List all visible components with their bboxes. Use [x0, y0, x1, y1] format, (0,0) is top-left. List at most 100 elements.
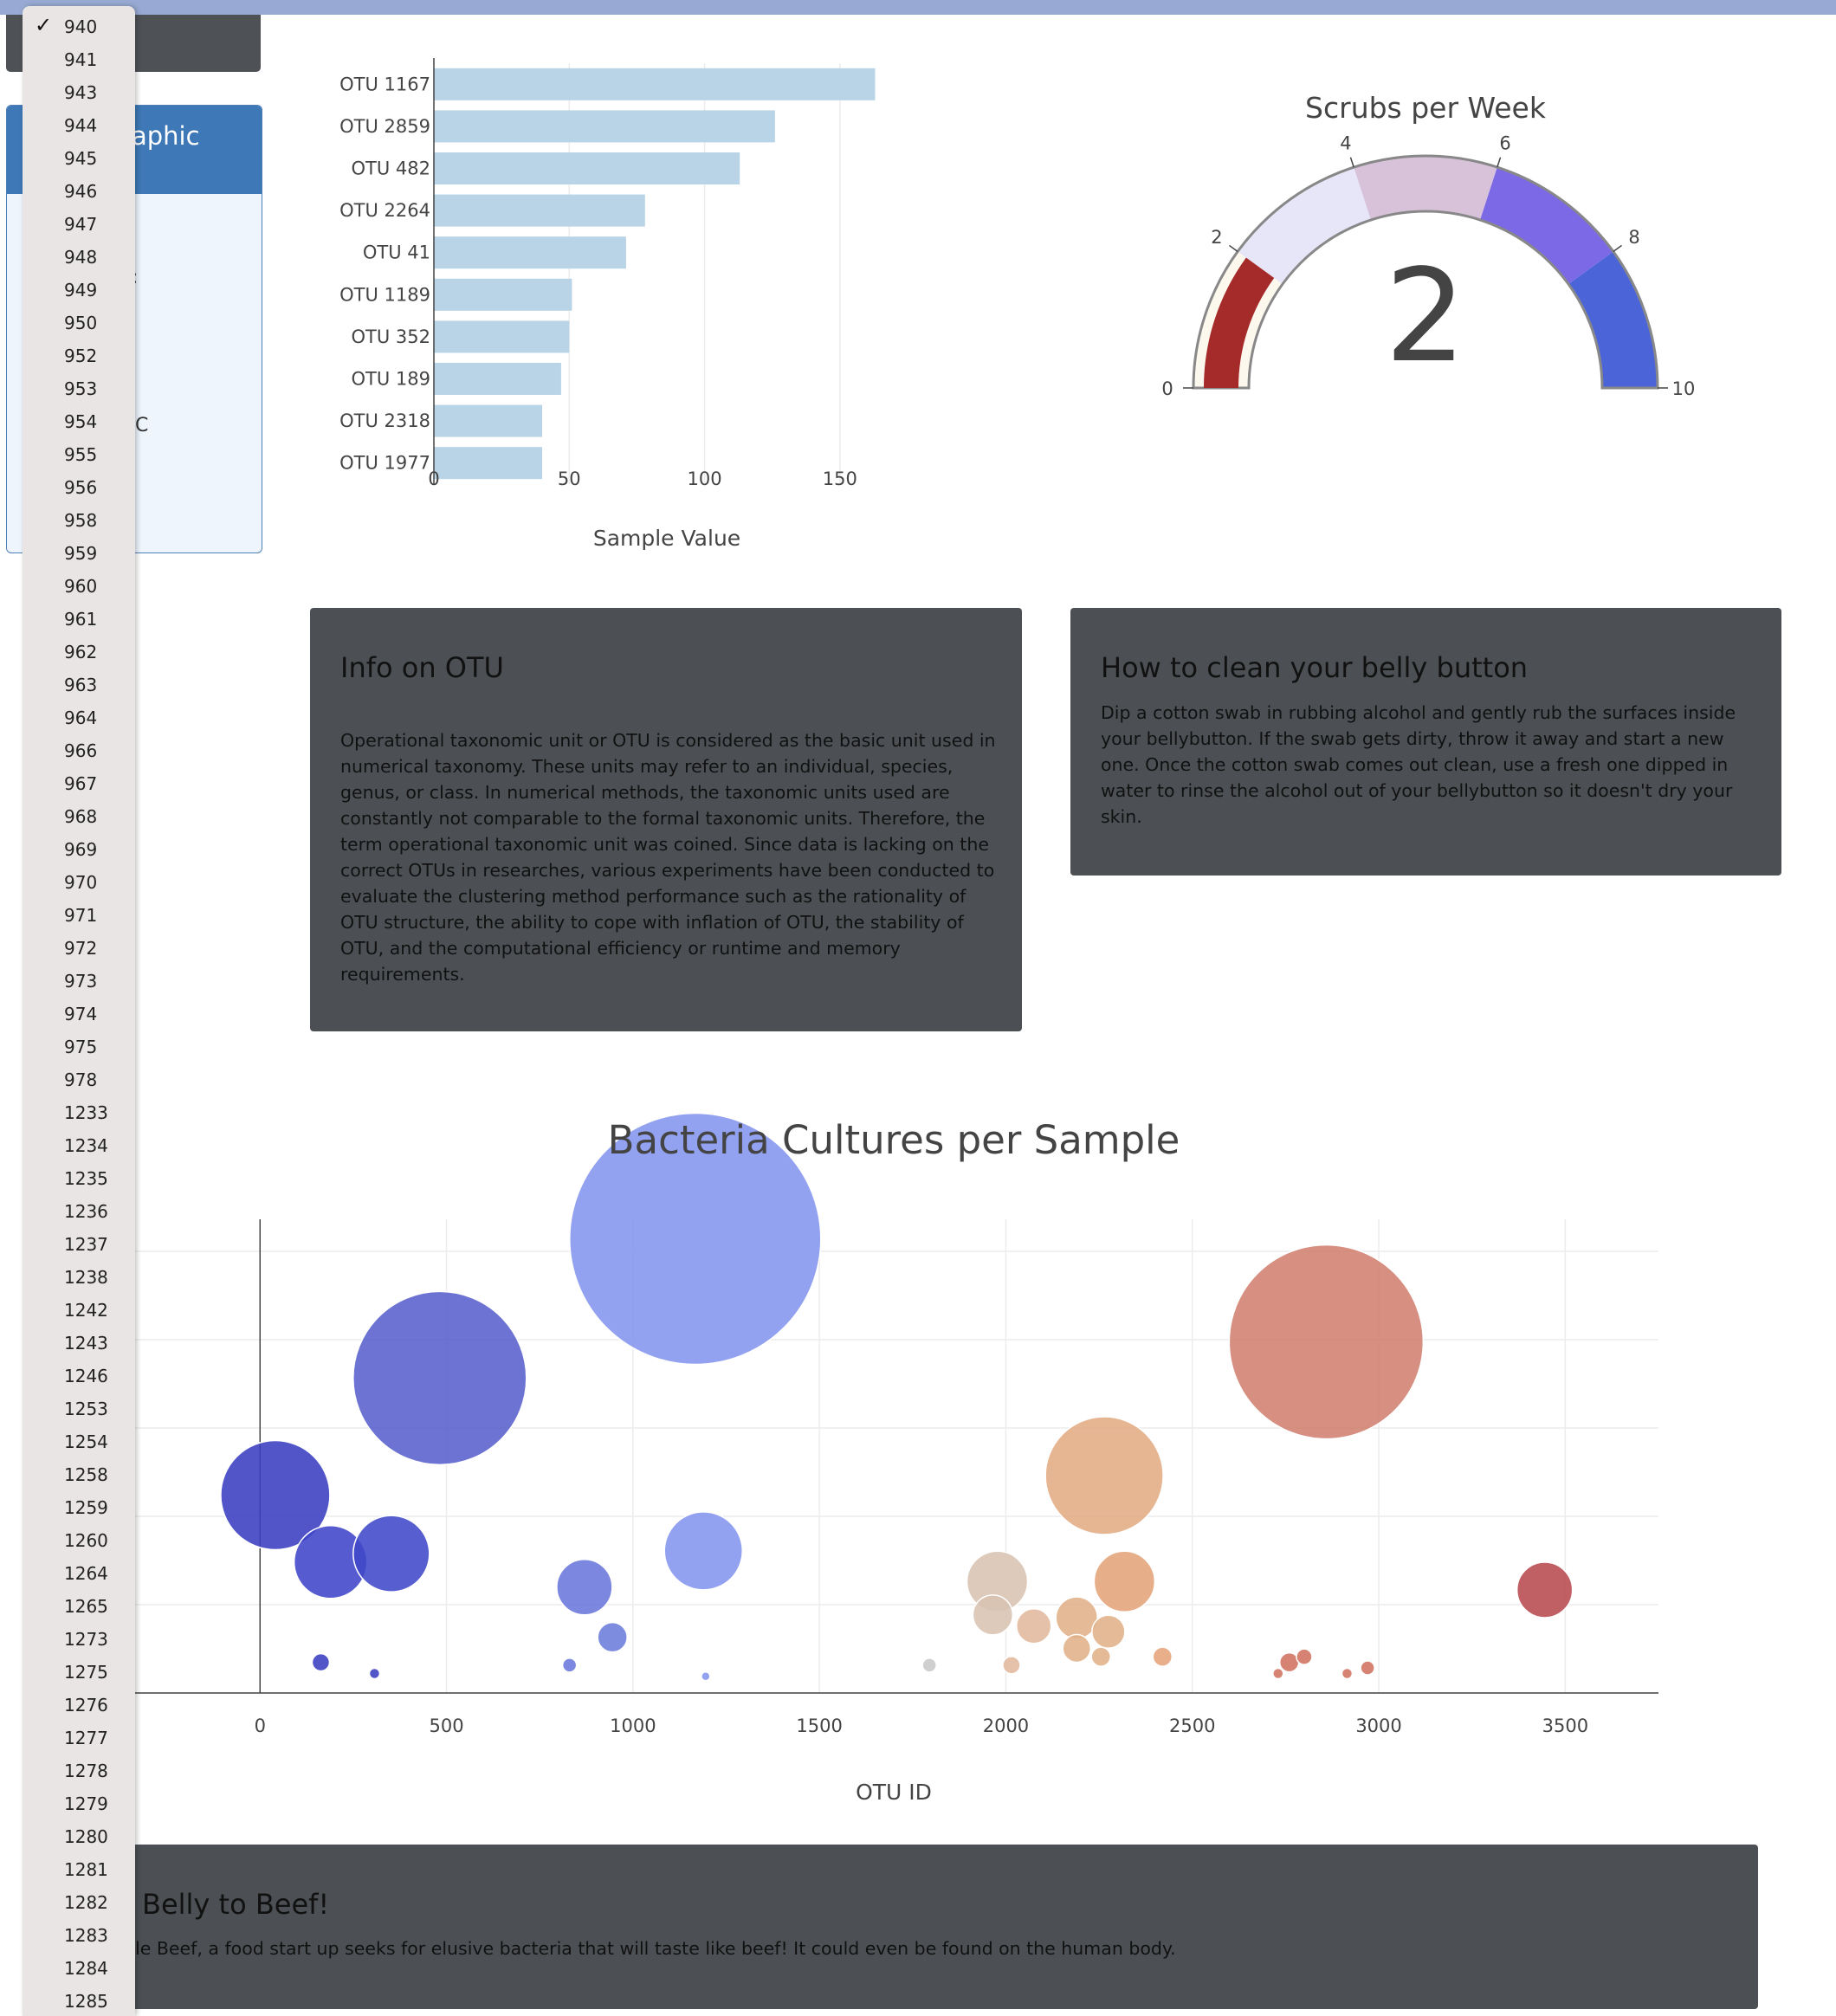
dropdown-option[interactable]: 955 [64, 444, 98, 465]
dropdown-option[interactable]: 946 [64, 181, 98, 202]
bar-category-label: OTU 2264 [339, 200, 430, 221]
dropdown-option[interactable]: 1285 [64, 1991, 108, 2012]
dropdown-option[interactable]: 1275 [64, 1662, 108, 1683]
bubble [701, 1670, 711, 1682]
dropdown-option[interactable]: 944 [64, 115, 98, 136]
dropdown-option[interactable]: 1246 [64, 1366, 108, 1386]
gauge-tick-label: 4 [1340, 133, 1351, 154]
dropdown-option[interactable]: 961 [64, 609, 98, 630]
dropdown-option[interactable]: 945 [64, 148, 98, 169]
dropdown-option[interactable]: 971 [64, 905, 98, 926]
dropdown-option[interactable]: 956 [64, 477, 98, 498]
dropdown-option[interactable]: 960 [64, 576, 98, 597]
dropdown-option[interactable]: 968 [64, 806, 98, 827]
dropdown-option[interactable]: 1242 [64, 1300, 108, 1321]
bubble-x-tick-label: 3000 [1355, 1716, 1401, 1736]
dropdown-option[interactable]: 948 [64, 247, 98, 268]
bar-x-tick-label: 0 [428, 468, 439, 489]
dropdown-option[interactable]: 1281 [64, 1859, 108, 1880]
dropdown-option[interactable]: 1253 [64, 1399, 108, 1419]
dropdown-option[interactable]: 1237 [64, 1234, 108, 1255]
bar [434, 404, 543, 437]
bacteria-bubble-chart: 0 500 1000 1500 2000 2500 3000 3500 Bacteria Cul… [135, 1112, 1658, 1805]
sample-dropdown-list[interactable]: 940 ✓ 941 943 944 945 946 947 948 949 950 952 953 954… [23, 6, 135, 2016]
gauge-title: Scrubs per Week [1305, 91, 1547, 125]
dropdown-option[interactable]: 1277 [64, 1728, 108, 1748]
bubble [561, 1657, 578, 1673]
gauge-tick-label: 2 [1211, 227, 1222, 248]
dropdown-option[interactable]: 1260 [64, 1530, 108, 1551]
dropdown-option[interactable]: 973 [64, 971, 98, 992]
dropdown-option[interactable]: 1282 [64, 1892, 108, 1913]
bubble [663, 1511, 743, 1591]
bubble [1272, 1667, 1284, 1680]
bar-category-label: OTU 1189 [339, 284, 430, 305]
dropdown-option[interactable]: 1280 [64, 1826, 108, 1847]
dropdown-option[interactable]: 1233 [64, 1102, 108, 1123]
dropdown-option[interactable]: 966 [64, 740, 98, 761]
dropdown-option[interactable]: 963 [64, 675, 98, 695]
demographic-panel-title: aphic [132, 121, 200, 151]
dropdown-option[interactable]: 941 [64, 49, 98, 70]
dropdown-option[interactable]: 969 [64, 839, 98, 860]
dropdown-option[interactable]: 952 [64, 346, 98, 366]
gauge-tick-label: 6 [1499, 133, 1510, 154]
dropdown-option[interactable]: 962 [64, 642, 98, 662]
bar-x-tick-label: 50 [558, 468, 581, 489]
bubble [921, 1657, 937, 1673]
bubble [1228, 1244, 1425, 1440]
dropdown-option[interactable]: 953 [64, 378, 98, 399]
dropdown-option[interactable]: 978 [64, 1069, 98, 1090]
dropdown-option[interactable]: 1279 [64, 1793, 108, 1814]
dropdown-option[interactable]: 954 [64, 411, 98, 432]
dropdown-option[interactable]: 967 [64, 773, 98, 794]
bubble [1341, 1667, 1354, 1680]
dropdown-option[interactable]: 1235 [64, 1168, 108, 1189]
dropdown-option[interactable]: 964 [64, 708, 98, 728]
dropdown-option[interactable]: 947 [64, 214, 98, 235]
dropdown-option[interactable]: 1258 [64, 1464, 108, 1485]
bubble [1044, 1416, 1164, 1535]
bubble-x-tick-label: 1000 [610, 1716, 656, 1736]
dropdown-option[interactable]: 940 [64, 16, 98, 37]
dropdown-option[interactable]: 1276 [64, 1695, 108, 1716]
bar-category-label: OTU 2318 [339, 410, 430, 431]
dropdown-option[interactable]: 1265 [64, 1596, 108, 1617]
bar [434, 152, 740, 184]
dropdown-option[interactable]: 1238 [64, 1267, 108, 1288]
dropdown-option[interactable]: 975 [64, 1037, 98, 1057]
dropdown-option[interactable]: 943 [64, 82, 98, 103]
dropdown-option[interactable]: 1254 [64, 1431, 108, 1452]
dropdown-option[interactable]: 970 [64, 872, 98, 893]
bubble [1015, 1608, 1052, 1644]
dropdown-option[interactable]: 959 [64, 543, 98, 564]
bubble [311, 1652, 331, 1672]
dropdown-option[interactable]: 1259 [64, 1497, 108, 1518]
bubble [1093, 1550, 1156, 1613]
dropdown-option[interactable]: 1236 [64, 1201, 108, 1222]
dropdown-option[interactable]: 1284 [64, 1958, 108, 1979]
bar [434, 363, 561, 395]
dropdown-option[interactable]: 949 [64, 280, 98, 300]
dropdown-option[interactable]: 1243 [64, 1333, 108, 1354]
dropdown-option[interactable]: 1278 [64, 1761, 108, 1781]
bubble-x-tick-label: 2000 [983, 1716, 1029, 1736]
gauge-value-bar [1204, 257, 1275, 388]
dropdown-option[interactable]: 1283 [64, 1925, 108, 1946]
bubble [1002, 1656, 1021, 1675]
bubble-x-tick-label: 0 [255, 1716, 266, 1736]
dropdown-option[interactable]: 1264 [64, 1563, 108, 1584]
dropdown-option[interactable]: 974 [64, 1004, 98, 1024]
gauge-value-number: 2 [1385, 242, 1466, 391]
dropdown-option[interactable]: 958 [64, 510, 98, 531]
dropdown-option[interactable]: 950 [64, 313, 98, 333]
bar [434, 68, 876, 100]
bubble [1062, 1633, 1092, 1664]
belly-to-beef-card: Belly to Beef! le Beef, a food start up … [113, 1845, 1758, 2009]
dropdown-option[interactable]: 1273 [64, 1629, 108, 1650]
dropdown-option[interactable]: 972 [64, 938, 98, 959]
dropdown-option[interactable]: 1234 [64, 1135, 108, 1156]
bar-category-label: OTU 352 [352, 326, 431, 347]
bar-category-label: OTU 41 [363, 242, 430, 263]
gauge-tick [1613, 244, 1622, 253]
